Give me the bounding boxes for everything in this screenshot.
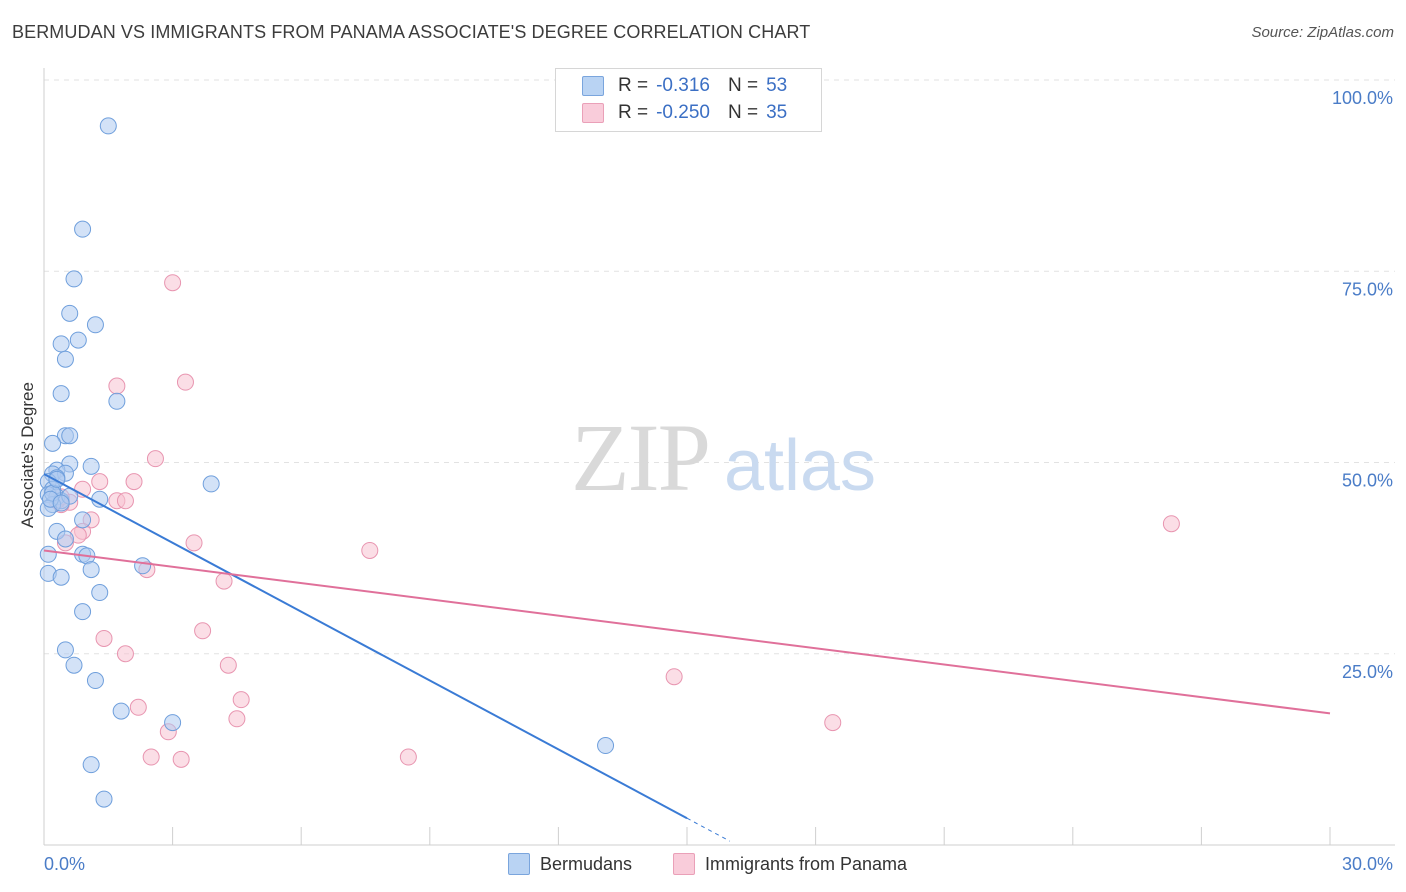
legend-r-value: -0.316 [656,75,710,96]
point-panama [116,645,134,663]
legend-row-bermudans: R = -0.316 N = 53 [582,74,787,98]
point-panama [399,748,417,766]
bottom-legend-label: Immigrants from Panama [705,853,908,874]
point-bermudans [108,392,126,410]
point-bermudans [95,790,113,808]
legend-n-label: N = [727,75,759,96]
watermark-zip: ZIP [571,404,709,511]
point-panama [194,622,212,640]
point-bermudans [82,561,100,579]
legend-row-panama: R = -0.250 N = 35 [582,101,787,125]
point-panama [665,668,683,686]
point-panama [215,572,233,590]
source-label: Source: ZipAtlas.com [1251,24,1394,41]
point-panama [164,274,182,292]
point-bermudans [86,316,104,334]
point-bermudans [69,331,87,349]
point-panama [95,629,113,647]
point-panama [146,450,164,468]
gridlines [44,79,1395,655]
legend-swatch-blue [582,76,604,96]
point-panama [108,377,126,395]
point-bermudans [65,656,83,674]
point-bermudans [52,568,70,586]
trend-line-bermudans-extension [686,817,731,842]
y-tick-label: 25.0% [1342,662,1393,682]
point-bermudans [61,304,79,322]
point-panama [361,541,379,559]
trend-line-panama [43,549,1331,715]
point-panama [185,534,203,552]
point-panama [1162,515,1180,533]
legend-n-label: N = [727,102,759,123]
point-bermudans [65,270,83,288]
point-bermudans [82,457,100,475]
watermark-atlas: atlas [724,426,876,506]
bottom-legend-swatch-blue [508,853,530,875]
point-bermudans [52,335,70,353]
legend-n-value: 53 [766,75,788,96]
point-bermudans [164,714,182,732]
x-tick-label-max: 30.0% [1342,854,1393,874]
chart-title: BERMUDAN VS IMMIGRANTS FROM PANAMA ASSOC… [12,22,811,42]
point-bermudans [134,557,152,575]
point-bermudans [56,641,74,659]
x-tick-label-min: 0.0% [44,854,85,874]
point-panama [125,473,143,491]
tick-labels: 25.0% 50.0% 75.0% 100.0% 0.0% 30.0% [44,88,1393,874]
legend-swatch-pink [582,103,604,123]
stats-legend: R = -0.316 N = 53 R = -0.250 N = 35 [555,68,822,132]
bottom-legend-bermudans: Bermudans [508,852,632,876]
point-bermudans [56,350,74,368]
y-tick-label: 50.0% [1342,471,1393,491]
point-bermudans [74,220,92,238]
point-panama [176,373,194,391]
point-bermudans [44,434,62,452]
point-bermudans [202,475,220,493]
point-panama [91,473,109,491]
legend-r-label: R = [618,75,649,96]
point-bermudans [82,756,100,774]
point-bermudans [52,385,70,403]
point-panama [129,698,147,716]
bottom-legend-swatch-pink [673,853,695,875]
point-bermudans [74,511,92,529]
point-bermudans [597,737,615,755]
axes [43,68,1395,846]
bottom-legend-label: Bermudans [540,853,633,874]
point-bermudans [39,545,57,563]
point-bermudans [61,427,79,445]
legend-r-value: -0.250 [656,102,710,123]
legend-n-value: 35 [766,102,788,123]
point-panama [142,748,160,766]
point-bermudans [112,702,130,720]
y-tick-label: 75.0% [1342,279,1393,299]
point-bermudans [56,530,74,548]
y-tick-label: 100.0% [1332,88,1393,108]
point-panama [232,691,250,709]
point-bermudans [74,603,92,621]
point-panama [219,656,237,674]
series-panama-points [48,274,1180,768]
point-bermudans [86,672,104,690]
trend-lines [43,473,1331,842]
point-bermudans [99,117,117,135]
point-panama [228,710,246,728]
point-panama [116,492,134,510]
point-panama [172,750,190,768]
trend-line-bermudans [43,473,688,820]
point-panama [824,714,842,732]
point-bermudans [91,584,109,602]
legend-r-label: R = [618,102,649,123]
point-bermudans [52,494,70,512]
bottom-legend-panama: Immigrants from Panama [673,852,907,876]
